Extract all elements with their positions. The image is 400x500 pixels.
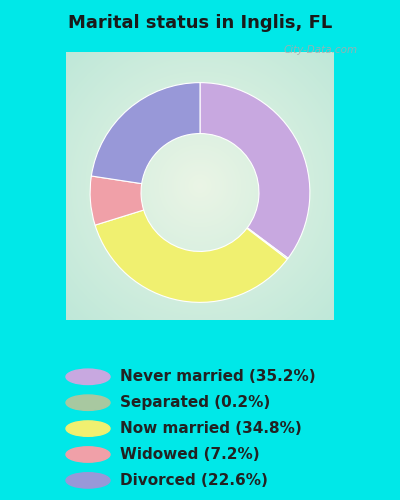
Circle shape	[66, 472, 110, 488]
Wedge shape	[200, 82, 310, 258]
Text: Now married (34.8%): Now married (34.8%)	[120, 421, 302, 436]
Wedge shape	[91, 82, 200, 184]
Text: Divorced (22.6%): Divorced (22.6%)	[120, 473, 268, 488]
Wedge shape	[95, 210, 287, 302]
Text: Never married (35.2%): Never married (35.2%)	[120, 370, 316, 384]
Text: City-Data.com: City-Data.com	[283, 45, 358, 55]
Wedge shape	[90, 176, 144, 225]
Text: Separated (0.2%): Separated (0.2%)	[120, 395, 270, 410]
Text: Marital status in Inglis, FL: Marital status in Inglis, FL	[68, 14, 332, 32]
Text: Widowed (7.2%): Widowed (7.2%)	[120, 447, 260, 462]
Wedge shape	[247, 228, 288, 260]
Circle shape	[66, 395, 110, 410]
Circle shape	[66, 369, 110, 384]
Circle shape	[66, 447, 110, 462]
Circle shape	[66, 421, 110, 436]
